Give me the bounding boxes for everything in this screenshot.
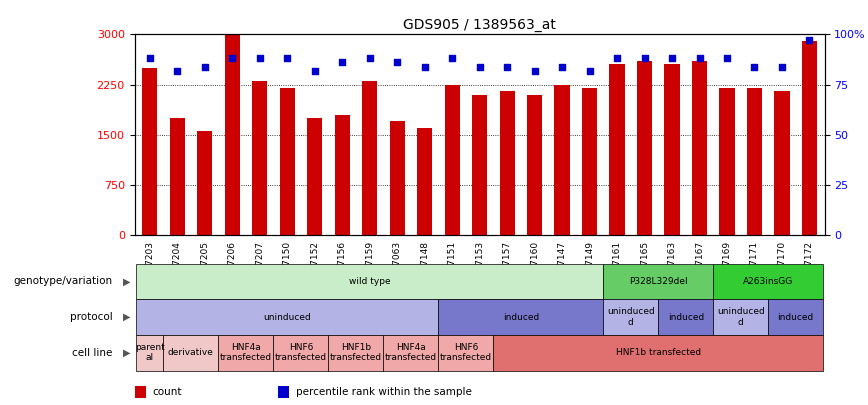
Bar — [747, 88, 762, 235]
Text: count: count — [153, 387, 182, 396]
Bar — [390, 122, 404, 235]
Point — [610, 55, 624, 62]
Text: ▶: ▶ — [122, 348, 130, 358]
Bar — [362, 81, 378, 235]
Bar — [334, 115, 350, 235]
Point — [582, 67, 596, 74]
Point — [225, 55, 239, 62]
Text: A263insGG: A263insGG — [743, 277, 793, 286]
Text: uninduced
d: uninduced d — [717, 307, 765, 327]
Text: P328L329del: P328L329del — [629, 277, 687, 286]
Point — [528, 67, 542, 74]
Bar — [555, 85, 569, 235]
Bar — [499, 91, 515, 235]
Text: HNF4a
transfected: HNF4a transfected — [385, 343, 437, 362]
Bar — [472, 95, 487, 235]
Bar — [307, 118, 322, 235]
Bar — [252, 81, 267, 235]
Point — [803, 37, 817, 44]
Text: derivative: derivative — [168, 348, 214, 357]
Bar — [142, 68, 157, 235]
Point — [445, 55, 459, 62]
Point — [665, 55, 679, 62]
Text: ▶: ▶ — [122, 312, 130, 322]
Point — [775, 63, 789, 70]
Text: induced: induced — [778, 313, 814, 322]
Point — [280, 55, 294, 62]
Point — [693, 55, 707, 62]
Text: genotype/variation: genotype/variation — [14, 277, 113, 286]
Text: cell line: cell line — [72, 348, 113, 358]
Point — [335, 59, 349, 66]
Text: HNF1b transfected: HNF1b transfected — [615, 348, 700, 357]
Point — [747, 63, 761, 70]
Point — [390, 59, 404, 66]
Text: wild type: wild type — [349, 277, 391, 286]
Text: HNF4a
transfected: HNF4a transfected — [220, 343, 272, 362]
Bar — [169, 118, 185, 235]
Text: HNF6
transfected: HNF6 transfected — [440, 343, 492, 362]
Point — [638, 55, 652, 62]
Text: uninduced: uninduced — [263, 313, 311, 322]
Text: protocol: protocol — [70, 312, 113, 322]
Bar — [279, 88, 294, 235]
Point — [307, 67, 321, 74]
Text: induced: induced — [503, 313, 539, 322]
Bar — [774, 91, 790, 235]
Point — [170, 67, 184, 74]
Text: uninduced
d: uninduced d — [607, 307, 654, 327]
Bar — [720, 88, 734, 235]
Bar — [609, 64, 625, 235]
Point — [198, 63, 212, 70]
Text: parent
al: parent al — [135, 343, 165, 362]
Point — [500, 63, 514, 70]
Text: induced: induced — [667, 313, 704, 322]
Text: HNF6
transfected: HNF6 transfected — [275, 343, 327, 362]
Point — [473, 63, 487, 70]
Text: ▶: ▶ — [122, 277, 130, 286]
Bar — [444, 85, 460, 235]
Point — [363, 55, 377, 62]
Bar — [802, 41, 817, 235]
Bar — [417, 128, 432, 235]
Bar — [527, 95, 542, 235]
Title: GDS905 / 1389563_at: GDS905 / 1389563_at — [403, 18, 556, 32]
Point — [142, 55, 156, 62]
Bar — [692, 61, 707, 235]
Bar — [637, 61, 652, 235]
Text: HNF1b
transfected: HNF1b transfected — [330, 343, 382, 362]
Bar — [665, 64, 680, 235]
Point — [556, 63, 569, 70]
Bar — [225, 34, 240, 235]
Point — [720, 55, 734, 62]
Text: percentile rank within the sample: percentile rank within the sample — [296, 387, 472, 396]
Bar — [197, 131, 212, 235]
Point — [253, 55, 266, 62]
Point — [418, 63, 431, 70]
Bar — [582, 88, 597, 235]
